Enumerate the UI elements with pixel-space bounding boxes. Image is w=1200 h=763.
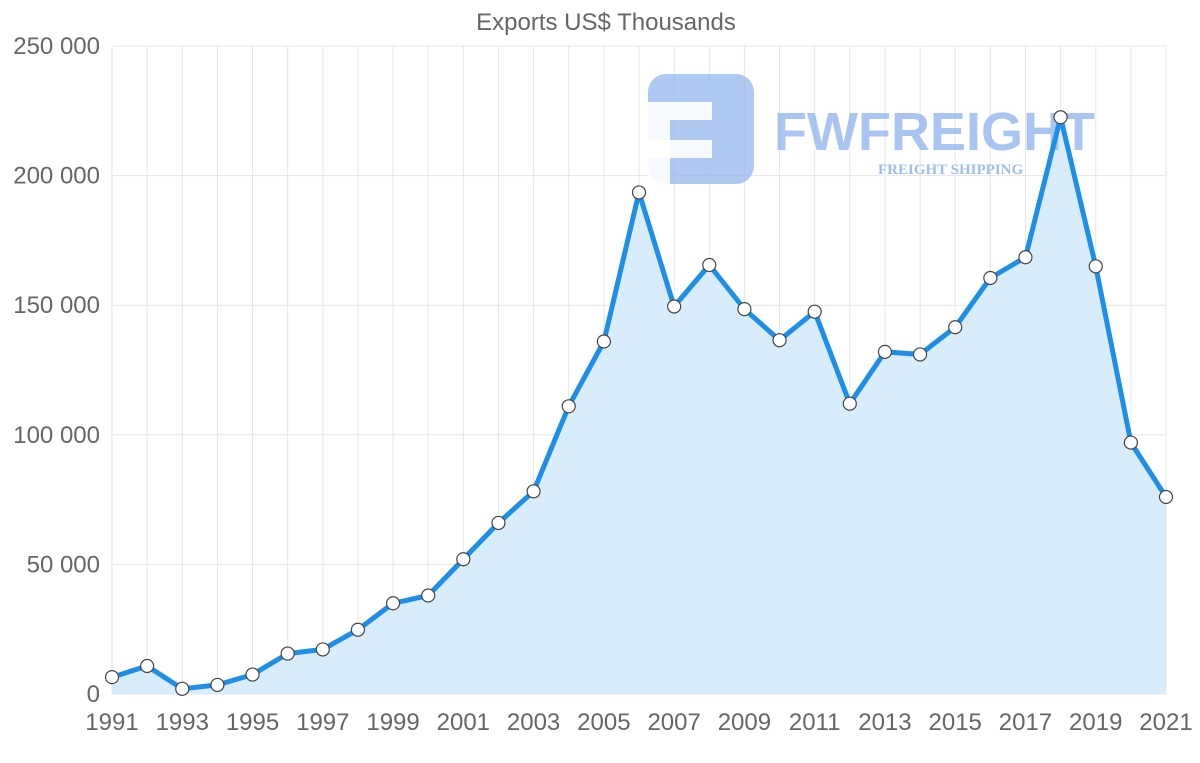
x-tick-label: 2021	[1139, 709, 1192, 736]
data-point-2010[interactable]	[772, 333, 787, 348]
data-point-2009[interactable]	[737, 301, 752, 317]
x-tick-label: 2017	[999, 709, 1052, 736]
x-tick-label: 2003	[507, 709, 560, 736]
data-point-1999[interactable]	[385, 596, 401, 611]
data-point-2000[interactable]	[421, 588, 436, 603]
data-point-2005[interactable]	[596, 334, 611, 349]
x-tick-label: 2011	[789, 709, 841, 736]
data-point-2004[interactable]	[561, 399, 576, 414]
x-tick-label: 2019	[1069, 709, 1122, 736]
x-tick-label: 1995	[226, 709, 279, 736]
data-point-2002[interactable]	[491, 515, 506, 531]
data-point-2006[interactable]	[631, 185, 647, 200]
data-point-1995[interactable]	[245, 667, 260, 682]
data-point-1997[interactable]	[315, 642, 330, 657]
data-point-2015[interactable]	[948, 320, 963, 335]
data-point-2011[interactable]	[807, 304, 822, 319]
data-point-1998[interactable]	[350, 622, 366, 637]
data-point-2018[interactable]	[1053, 110, 1068, 125]
y-tick-label: 50 000	[27, 551, 100, 578]
y-tick-label: 0	[87, 681, 100, 708]
y-tick-label: 100 000	[13, 422, 100, 449]
data-point-1992[interactable]	[140, 658, 155, 674]
points-layer	[104, 110, 1174, 696]
watermark-tagline: FREIGHT SHIPPING	[878, 162, 1023, 178]
y-tick-label: 150 000	[13, 292, 100, 319]
y-tick-label: 250 000	[13, 33, 100, 60]
x-tick-label: 2013	[858, 709, 911, 736]
x-tick-label: 2005	[577, 709, 630, 736]
data-point-2001[interactable]	[456, 552, 471, 567]
y-tick-label: 200 000	[13, 163, 100, 190]
data-point-2017[interactable]	[1018, 250, 1033, 265]
area-layer	[112, 117, 1166, 695]
data-point-2020[interactable]	[1123, 435, 1138, 450]
data-point-2008[interactable]	[702, 257, 717, 273]
data-point-2021[interactable]	[1158, 489, 1174, 505]
x-tick-label: 1997	[296, 709, 349, 736]
data-point-1993[interactable]	[175, 681, 190, 696]
watermark: FWFREIGHT FREIGHT SHIPPING	[648, 74, 1095, 184]
x-tick-label: 2015	[929, 709, 982, 736]
fwfreight-logo-icon	[648, 74, 754, 184]
y-axis: 0 50 000 100 000 150 000 200 000 250 000	[13, 33, 100, 708]
x-tick-label: 1999	[366, 709, 419, 736]
data-point-2014[interactable]	[912, 347, 928, 362]
x-axis: 1991 1993 1995 1997 1999 2001 2003 2005 2007 2009…	[85, 709, 1192, 736]
x-tick-label: 1993	[156, 709, 209, 736]
data-point-2003[interactable]	[526, 484, 541, 499]
x-tick-label: 1991	[85, 709, 138, 736]
x-tick-label: 2001	[437, 709, 490, 736]
data-point-2019[interactable]	[1088, 259, 1103, 274]
data-point-2013[interactable]	[877, 344, 893, 359]
chart-title: Exports US$ Thousands	[476, 9, 736, 36]
x-tick-label: 2007	[647, 709, 700, 736]
data-point-2007[interactable]	[667, 299, 682, 314]
data-point-2012[interactable]	[842, 396, 857, 411]
series-area-fill	[112, 117, 1166, 695]
data-point-1994[interactable]	[210, 677, 225, 693]
data-point-1996[interactable]	[280, 646, 295, 661]
x-tick-label: 2009	[718, 709, 771, 736]
watermark-brand: FWFREIGHT	[774, 102, 1095, 162]
data-point-2016[interactable]	[983, 270, 998, 286]
data-point-1991[interactable]	[104, 670, 120, 685]
